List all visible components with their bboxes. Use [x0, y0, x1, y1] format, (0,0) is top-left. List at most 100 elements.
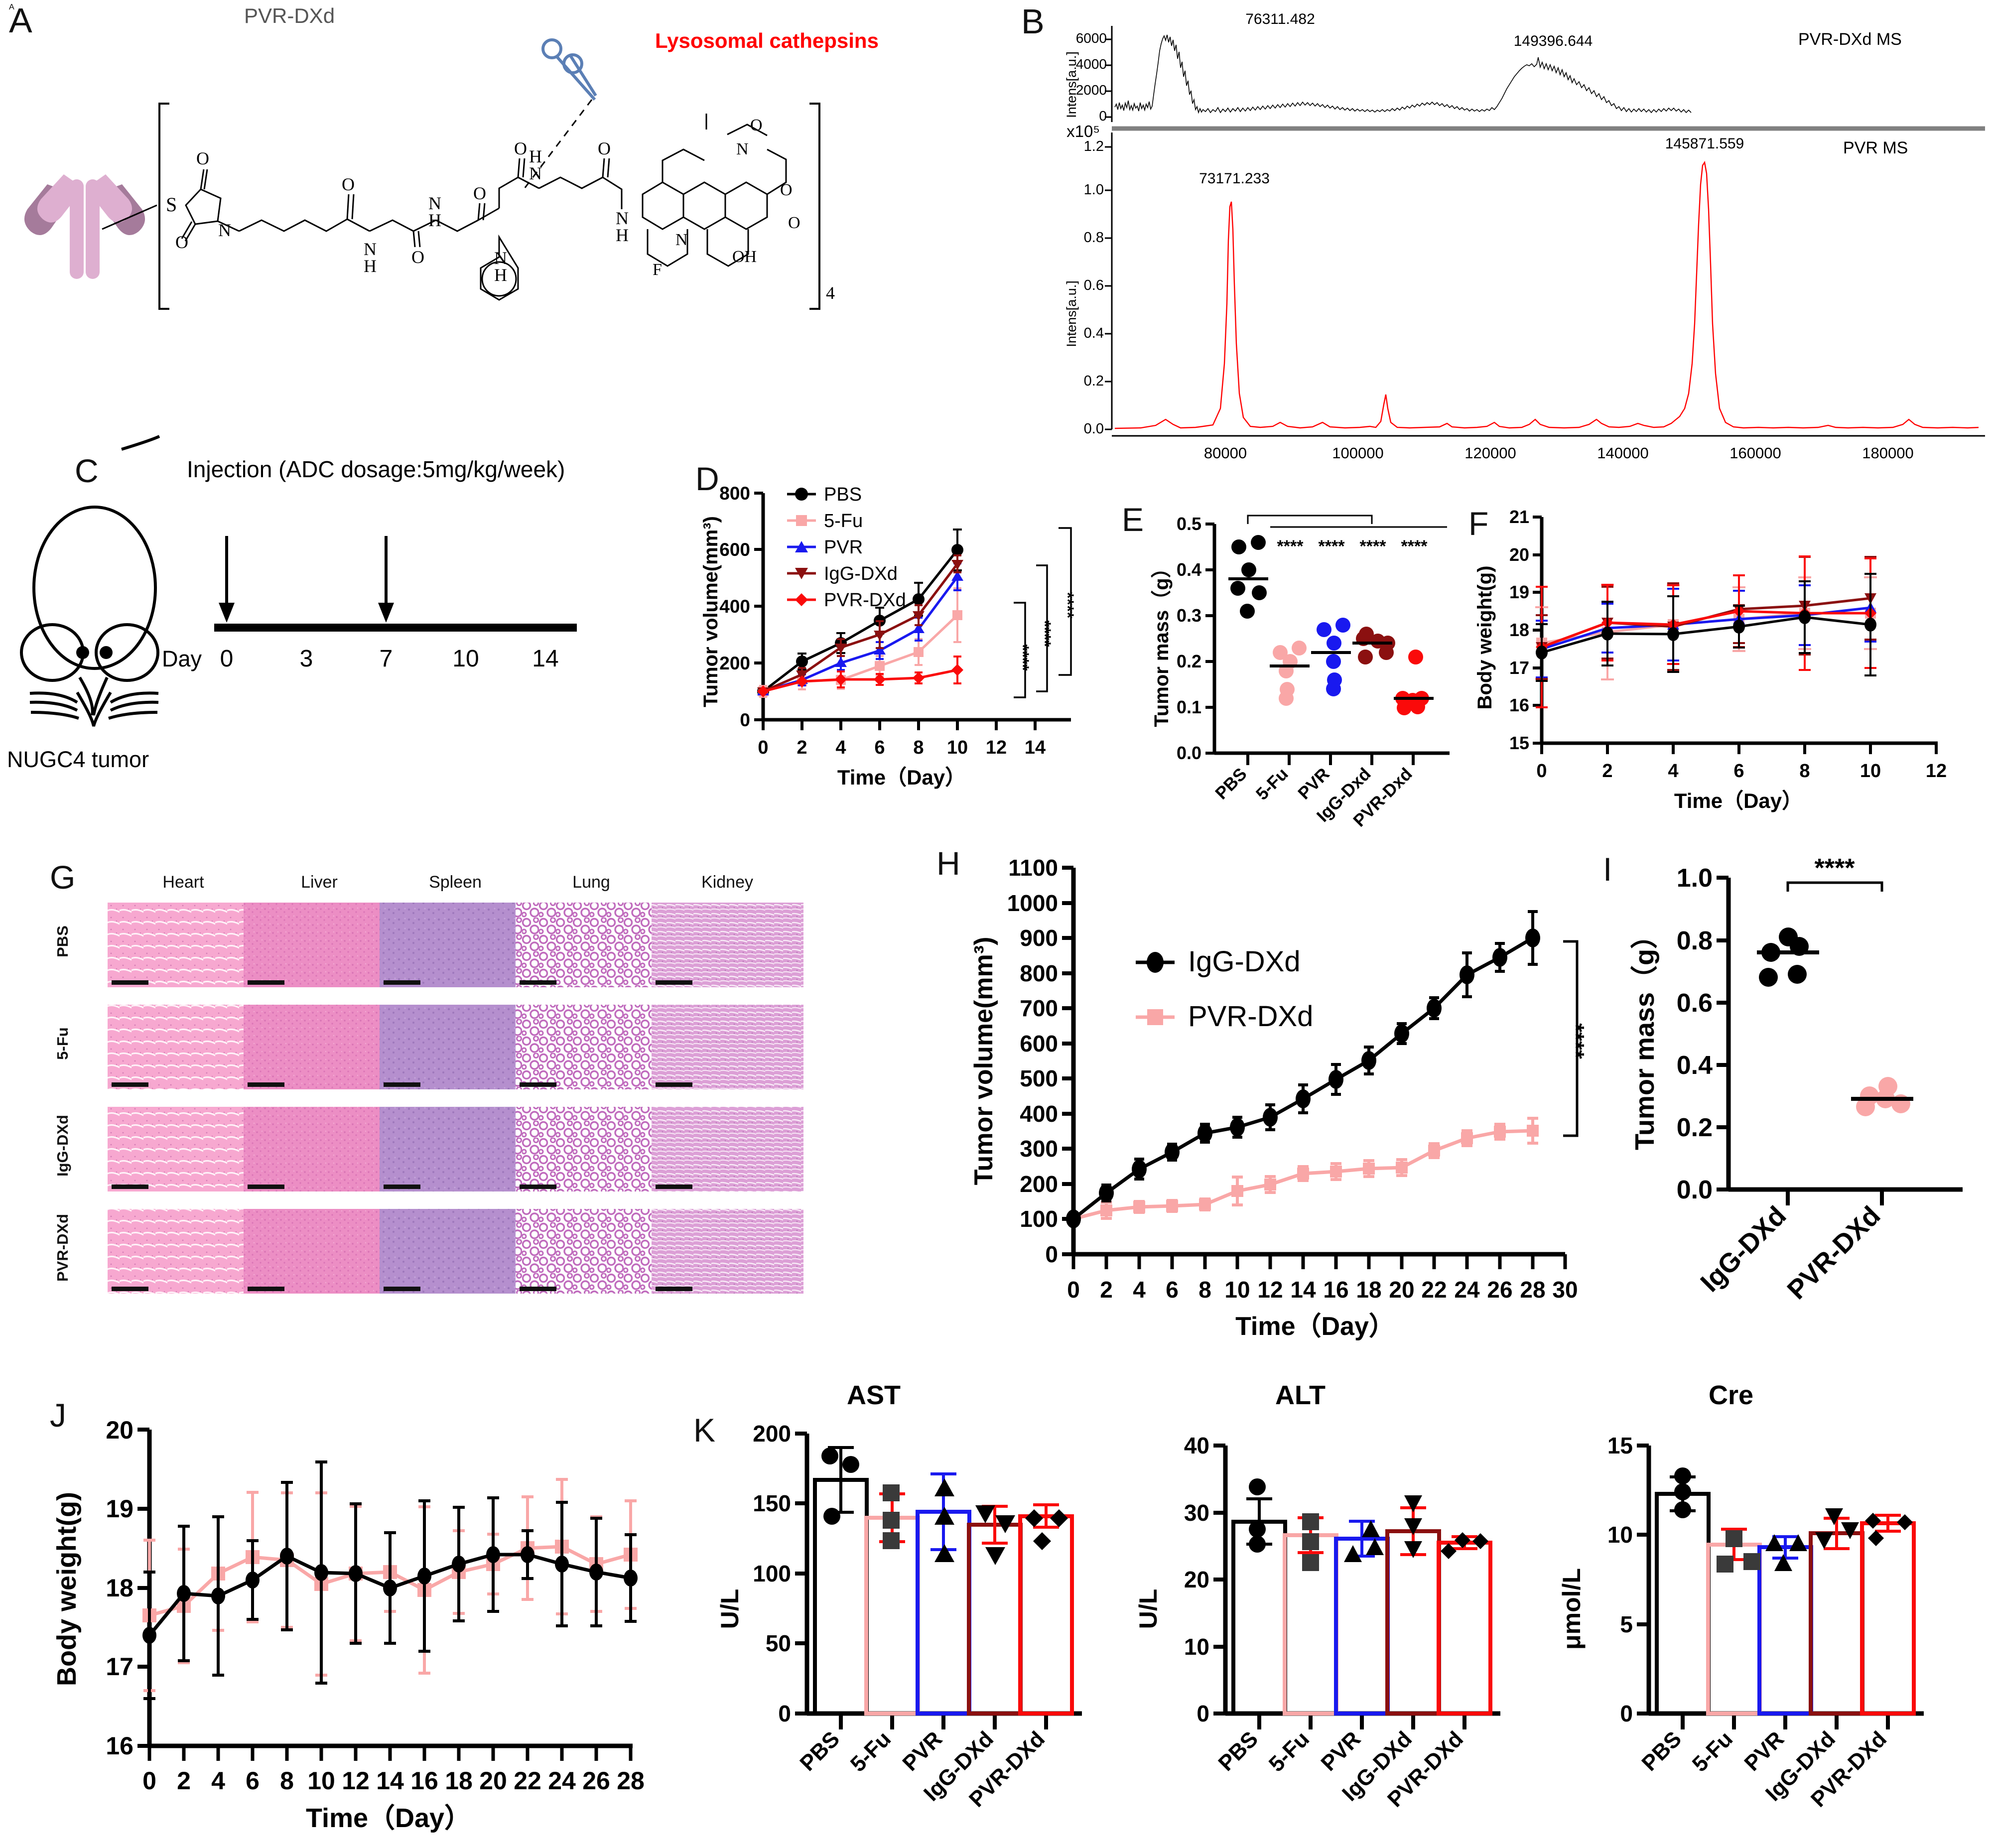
- svg-text:800: 800: [719, 483, 750, 504]
- injection-arrow-day7: [378, 536, 394, 623]
- svg-text:0.0: 0.0: [1677, 1176, 1713, 1204]
- legend-H-PVRDXd: PVR-DXd: [1188, 1000, 1313, 1033]
- svg-text:20: 20: [1389, 1277, 1414, 1303]
- svg-text:0.0: 0.0: [1084, 421, 1104, 437]
- svg-text:0.2: 0.2: [1677, 1113, 1713, 1142]
- svg-text:22: 22: [514, 1767, 541, 1795]
- svg-text:0.8: 0.8: [1084, 230, 1104, 246]
- legend-H-IgGDXd: IgG-DXd: [1188, 945, 1301, 978]
- tile-PBS-Liver: [244, 903, 396, 987]
- svg-text:14: 14: [376, 1767, 404, 1795]
- xtick-Cre-PBS: PBS: [1637, 1726, 1686, 1776]
- svg-text:18: 18: [1509, 620, 1529, 640]
- svg-text:O: O: [175, 232, 188, 252]
- svg-text:400: 400: [1020, 1101, 1058, 1127]
- bar-AST-PBS: [813, 1478, 869, 1716]
- svg-text:100: 100: [753, 1561, 791, 1586]
- svg-text:F: F: [653, 261, 662, 279]
- tile-5Fu-Liver: [244, 1005, 396, 1089]
- points-ALT: [1249, 1478, 1488, 1571]
- svg-text:H: H: [529, 146, 542, 166]
- spectrum-trace-top: [1114, 34, 1692, 114]
- dar-subscript: 4: [826, 283, 835, 303]
- svg-text:N: N: [736, 140, 749, 158]
- svg-text:200: 200: [719, 653, 750, 673]
- svg-text:H: H: [428, 210, 441, 230]
- panel-E-letter: E: [1122, 501, 1144, 538]
- series-PVRDXd: [763, 656, 961, 693]
- peak-label-top-1: 76311.482: [1245, 11, 1315, 27]
- svg-text:150: 150: [753, 1490, 791, 1516]
- bar-ALT-PVRDXd: [1437, 1541, 1492, 1716]
- svg-text:O: O: [750, 116, 763, 134]
- mouse-icon: [20, 435, 160, 727]
- peak-label-top-2: 149396.644: [1514, 33, 1593, 49]
- tile-PVRDXd-Liver: [244, 1209, 396, 1294]
- panel-A-title: PVR-DXd: [244, 4, 335, 27]
- bar-Cre-PVR: [1757, 1545, 1813, 1716]
- panel-I-letter: I: [1603, 851, 1612, 888]
- sig-E-4: ****: [1401, 537, 1428, 556]
- panel-K-ALT-ylabel: U/L: [1134, 1589, 1162, 1629]
- svg-text:500: 500: [1020, 1065, 1058, 1091]
- timeline-bar: [214, 624, 577, 632]
- svg-text:16: 16: [410, 1767, 438, 1795]
- col-header-Spleen: Spleen: [429, 873, 482, 892]
- svg-text:28: 28: [1520, 1277, 1545, 1303]
- timeline-day-3: 3: [300, 646, 313, 672]
- legend-5Fu: 5-Fu: [824, 511, 863, 531]
- panel-B-chart: 0 2000 4000 6000 Intens[a.u.] 76311.482 14…: [1064, 11, 1985, 462]
- svg-text:N: N: [494, 248, 507, 268]
- svg-text:16: 16: [106, 1732, 133, 1760]
- svg-text:18: 18: [445, 1767, 473, 1795]
- sig-E-3: ****: [1360, 537, 1387, 556]
- svg-text:S: S: [166, 193, 177, 216]
- svg-text:0.1: 0.1: [1177, 697, 1201, 717]
- sig-E-2: ****: [1319, 537, 1345, 556]
- cleavage-annotation: Lysosomal cathepsins: [655, 29, 879, 52]
- errorbars-AST: [828, 1446, 1059, 1551]
- svg-text:0.6: 0.6: [1084, 277, 1104, 293]
- svg-text:0.4: 0.4: [1084, 325, 1104, 341]
- panelB-top-series-label: PVR-DXd MS: [1798, 30, 1902, 49]
- legend-PVRDXd: PVR-DXd: [824, 590, 906, 611]
- panel-D-letter: D: [695, 460, 719, 497]
- xtick-E-5Fu: 5-Fu: [1252, 764, 1292, 804]
- panelB-bottom-ylabel: Intens[a.u.]: [1064, 280, 1079, 347]
- svg-text:19: 19: [1509, 582, 1529, 602]
- panelB-top-ylabel: Intens[a.u.]: [1064, 51, 1079, 118]
- svg-text:400: 400: [719, 596, 750, 617]
- svg-text:8: 8: [1799, 761, 1810, 782]
- xtick-E-PBS: PBS: [1211, 764, 1250, 803]
- panel-D-significance: [1014, 527, 1072, 698]
- svg-text:12: 12: [986, 737, 1007, 758]
- svg-text:200: 200: [1020, 1171, 1058, 1197]
- svg-text:0.2: 0.2: [1084, 373, 1104, 389]
- panel-K-Cre-ylabel: μmol/L: [1558, 1568, 1586, 1650]
- svg-text:17: 17: [106, 1653, 133, 1681]
- svg-text:12: 12: [1257, 1277, 1283, 1303]
- panel-J-xlabel: Time（Day）: [306, 1803, 471, 1833]
- svg-text:0.4: 0.4: [1177, 559, 1201, 580]
- panel-F-ylabel: Body weight(g): [1474, 566, 1496, 710]
- panel-H-legend: IgG-DXd PVR-DXd: [1136, 945, 1313, 1033]
- panel-H-xlabel: Time（Day）: [1235, 1312, 1395, 1341]
- svg-text:21: 21: [1509, 507, 1529, 527]
- group-I-IgGDXd-points: [1759, 927, 1809, 987]
- xtick-AST-5Fu: 5-Fu: [846, 1726, 896, 1776]
- svg-text:140000: 140000: [1597, 444, 1648, 462]
- panel-K-letter: K: [693, 1412, 716, 1449]
- xtick-I-IgGDXd: IgG-DXd: [1695, 1200, 1792, 1298]
- histology-grid: [108, 903, 803, 1294]
- xtick-ALT-PBS: PBS: [1213, 1726, 1263, 1776]
- svg-text:120000: 120000: [1464, 444, 1516, 462]
- svg-text:16: 16: [1323, 1277, 1348, 1303]
- tile-PBS-Lung: [516, 903, 667, 987]
- svg-text:20: 20: [106, 1416, 133, 1444]
- svg-text:O: O: [411, 247, 424, 267]
- timeline-day-word: Day: [162, 646, 202, 671]
- svg-text:N: N: [364, 239, 377, 259]
- svg-text:O: O: [342, 174, 355, 194]
- svg-text:900: 900: [1020, 925, 1058, 951]
